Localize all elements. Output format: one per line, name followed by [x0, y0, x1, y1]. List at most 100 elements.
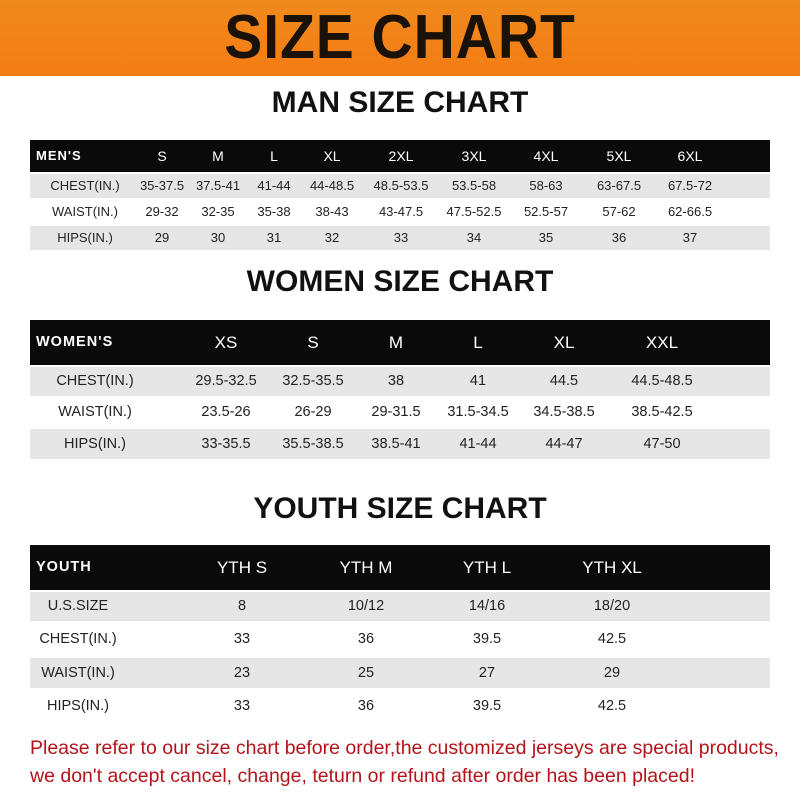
size-header: XL — [553, 333, 575, 352]
row-label: HIPS(IN.) — [63, 436, 127, 452]
measurement-cell: 25 — [357, 665, 375, 681]
measurement-cell: 18/20 — [593, 598, 631, 614]
measurement-cell: 41-44 — [257, 178, 291, 193]
row-label: CHEST(IN.) — [56, 373, 134, 389]
size-header: S — [157, 148, 167, 164]
measurement-cell: 8 — [237, 598, 247, 614]
measurement-cell: 47.5-52.5 — [446, 204, 502, 219]
size-header: L — [270, 148, 278, 164]
table-row: CHEST(IN.) 33 36 39.5 42.5 — [30, 623, 770, 656]
size-header: 3XL — [461, 148, 487, 164]
table-row: WAIST(IN.) 23 25 27 29 — [30, 658, 770, 688]
measurement-cell: 14/16 — [468, 598, 506, 614]
table-row: WAIST(IN.) 23.5-26 26-29 29-31.5 31.5-34.5 34… — [30, 398, 770, 427]
measurement-cell: 42.5 — [597, 698, 627, 714]
table-header-row: WOMEN'S XS S M L XL XXL — [30, 320, 770, 365]
measurement-cell: 44.5-48.5 — [631, 373, 693, 389]
measurement-cell: 29-32 — [145, 204, 179, 219]
measurement-cell: 35 — [538, 230, 554, 245]
measurement-cell: 62-66.5 — [667, 204, 713, 219]
measurement-cell: 44.5 — [549, 373, 579, 389]
size-header: S — [307, 333, 319, 352]
measurement-cell: 38-43 — [315, 204, 349, 219]
measurement-cell: 26-29 — [294, 404, 332, 420]
size-header: XL — [323, 148, 341, 164]
measurement-cell: 35-37.5 — [139, 178, 185, 193]
measurement-cell: 52.5-57 — [523, 204, 569, 219]
measurement-cell: 23.5-26 — [201, 404, 251, 420]
table-title-cell: MEN'S — [36, 148, 82, 163]
size-header: YTH M — [339, 558, 393, 577]
measurement-cell: 29 — [154, 230, 170, 245]
measurement-cell: 34.5-38.5 — [533, 404, 595, 420]
row-label: WAIST(IN.) — [41, 665, 115, 681]
banner: SIZE CHART — [0, 0, 800, 76]
size-header: XXL — [645, 333, 679, 352]
youth-section-title: YOUTH SIZE CHART — [253, 492, 547, 525]
size-header: YTH L — [462, 558, 512, 577]
row-label: HIPS(IN.) — [46, 698, 110, 714]
men-section-title: MAN SIZE CHART — [271, 86, 529, 119]
footer-line-1: Please refer to our size chart before or… — [30, 737, 779, 759]
measurement-cell: 38.5-41 — [371, 436, 421, 452]
measurement-cell: 23 — [233, 665, 251, 681]
banner-title: SIZE CHART — [224, 3, 576, 72]
measurement-cell: 39.5 — [472, 698, 502, 714]
measurement-cell: 33-35.5 — [201, 436, 251, 452]
measurement-cell: 41-44 — [459, 436, 497, 452]
measurement-cell: 36 — [611, 230, 627, 245]
table-row: CHEST(IN.) 29.5-32.5 32.5-35.5 38 41 44.5 44.5… — [30, 367, 770, 396]
measurement-cell: 41 — [469, 373, 487, 389]
women-section-title: WOMEN SIZE CHART — [246, 265, 554, 298]
row-label: WAIST(IN.) — [52, 204, 118, 219]
measurement-cell: 32 — [324, 230, 340, 245]
size-header: YTH S — [216, 558, 268, 577]
measurement-cell: 29-31.5 — [371, 404, 421, 420]
measurement-cell: 36 — [357, 631, 375, 647]
measurement-cell: 31.5-34.5 — [447, 404, 509, 420]
size-header: 4XL — [533, 148, 559, 164]
table-row: HIPS(IN.) 33 36 39.5 42.5 — [30, 690, 770, 722]
size-header: M — [212, 148, 224, 164]
measurement-cell: 53.5-58 — [451, 178, 497, 193]
measurement-cell: 37 — [682, 230, 698, 245]
size-header: YTH XL — [582, 558, 642, 577]
youth-size-table: YOUTH YTH S YTH M YTH L YTH XL U.S.SIZE 8 10/12… — [30, 545, 770, 724]
measurement-cell: 43-47.5 — [378, 204, 424, 219]
table-row: WAIST(IN.) 29-32 32-35 35-38 38-43 43-47.5 47.… — [30, 200, 770, 224]
measurement-cell: 58-63 — [529, 178, 563, 193]
measurement-cell: 63-67.5 — [596, 178, 642, 193]
table-row: HIPS(IN.) 33-35.5 35.5-38.5 38.5-41 41-44 44-… — [30, 429, 770, 459]
measurement-cell: 30 — [210, 230, 226, 245]
footer-notice: Please refer to our size chart before or… — [30, 734, 790, 790]
table-row: U.S.SIZE 8 10/12 14/16 18/20 — [30, 592, 770, 621]
size-header: XS — [214, 333, 238, 352]
footer-line-2: we don't accept cancel, change, teturn o… — [30, 765, 695, 787]
measurement-cell: 29 — [603, 665, 621, 681]
size-header: 6XL — [677, 148, 703, 164]
measurement-cell: 36 — [357, 698, 375, 714]
measurement-cell: 27 — [478, 665, 496, 681]
measurement-cell: 38 — [387, 373, 405, 389]
measurement-cell: 33 — [233, 631, 251, 647]
measurement-cell: 33 — [233, 698, 251, 714]
measurement-cell: 67.5-72 — [667, 178, 713, 193]
size-header: 5XL — [606, 148, 632, 164]
size-header: 2XL — [388, 148, 414, 164]
measurement-cell: 39.5 — [472, 631, 502, 647]
measurement-cell: 34 — [466, 230, 482, 245]
measurement-cell: 32.5-35.5 — [282, 373, 344, 389]
measurement-cell: 35-38 — [257, 204, 291, 219]
table-row: HIPS(IN.) 29 30 31 32 33 34 35 36 37 — [30, 226, 770, 250]
measurement-cell: 10/12 — [347, 598, 385, 614]
table-header-row: MEN'S S M L XL 2XL 3XL 4XL 5XL 6XL — [30, 140, 770, 172]
row-label: CHEST(IN.) — [50, 178, 120, 193]
measurement-cell: 37.5-41 — [195, 178, 241, 193]
size-header: L — [473, 333, 483, 352]
measurement-cell: 47-50 — [643, 436, 681, 452]
measurement-cell: 32-35 — [201, 204, 235, 219]
measurement-cell: 29.5-32.5 — [195, 373, 257, 389]
table-header-row: YOUTH YTH S YTH M YTH L YTH XL — [30, 545, 770, 590]
measurement-cell: 31 — [266, 230, 282, 245]
row-label: CHEST(IN.) — [39, 631, 117, 647]
